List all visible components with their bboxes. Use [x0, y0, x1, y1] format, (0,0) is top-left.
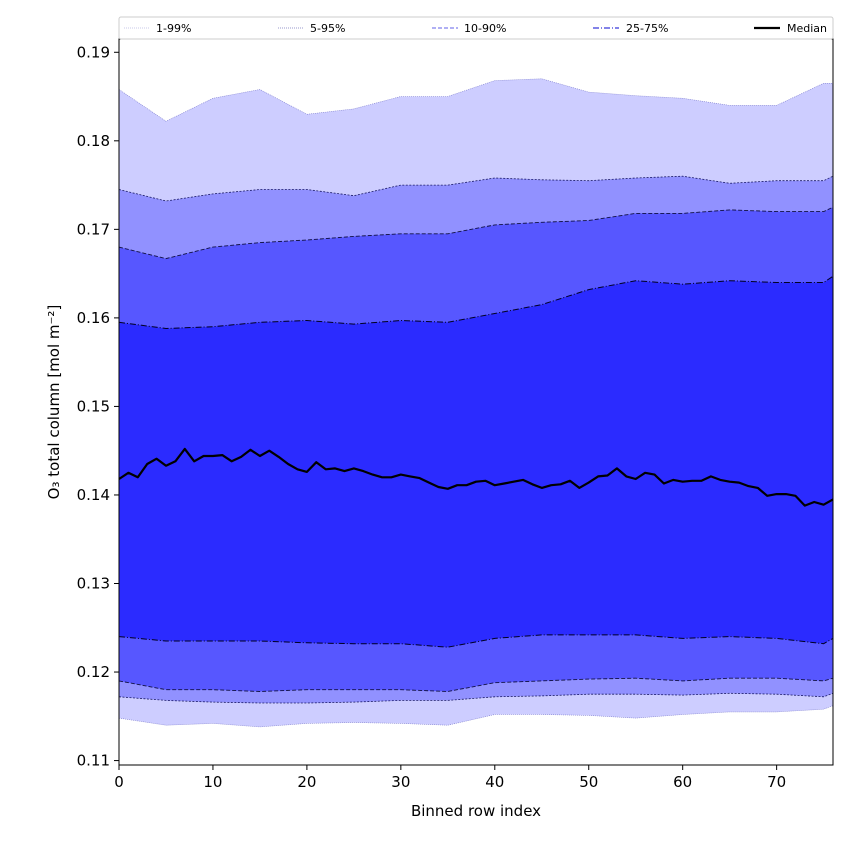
- median-layer: [118, 447, 834, 507]
- y-tick-label: 0.12: [77, 663, 110, 681]
- y-tick-label: 0.19: [77, 43, 110, 61]
- axes-layer: 0 10 20 30 40 50 60 70 0.11 0.12 0.13 0.14 0.15 0.16 0…: [77, 38, 834, 791]
- x-tick-label: 70: [767, 773, 786, 791]
- band-25-75%: [119, 276, 833, 648]
- legend-box: [118, 16, 834, 40]
- band-10-90%-upper-edge: [118, 206, 834, 260]
- x-tick-label: 10: [203, 773, 222, 791]
- y-tick-label: 0.15: [77, 397, 110, 415]
- x-tick-label: 50: [579, 773, 598, 791]
- x-tick-label: 40: [485, 773, 504, 791]
- legend-label-10-90%: 10-90%: [464, 22, 506, 35]
- x-tick-label: 20: [297, 773, 316, 791]
- x-axis-label: Binned row index: [411, 802, 541, 820]
- y-tick-label: 0.17: [77, 220, 110, 238]
- legend: 1-99% 5-95% 10-90% 25-75% Median: [118, 16, 834, 40]
- y-axis-label: O₃ total column [mol m⁻²]: [45, 305, 63, 500]
- median-line: [118, 447, 834, 507]
- y-tick-label: 0.13: [77, 575, 110, 593]
- band-1-99%-lower-edge: [118, 705, 834, 728]
- band-5-95%-upper-edge: [118, 175, 834, 202]
- x-tick-label: 60: [673, 773, 692, 791]
- bands-layer: [118, 78, 834, 728]
- legend-label-Median: Median: [787, 22, 827, 35]
- y-tick-label: 0.11: [77, 752, 110, 770]
- legend-label-5-95%: 5-95%: [310, 22, 345, 35]
- band-1-99%-upper-edge: [118, 78, 833, 122]
- y-tick-label: 0.14: [77, 486, 110, 504]
- band-25-75%-lower-edge: [118, 634, 834, 648]
- y-tick-label: 0.16: [77, 309, 110, 327]
- y-tick-label: 0.18: [77, 132, 110, 150]
- x-tick-label: 0: [114, 773, 124, 791]
- legend-label-1-99%: 1-99%: [156, 22, 191, 35]
- x-tick-label: 30: [391, 773, 410, 791]
- band-5-95%-lower-edge: [118, 692, 834, 704]
- legend-label-25-75%: 25-75%: [626, 22, 668, 35]
- band-25-75%-upper-edge: [118, 275, 834, 330]
- band-10-90%-lower-edge: [118, 677, 834, 692]
